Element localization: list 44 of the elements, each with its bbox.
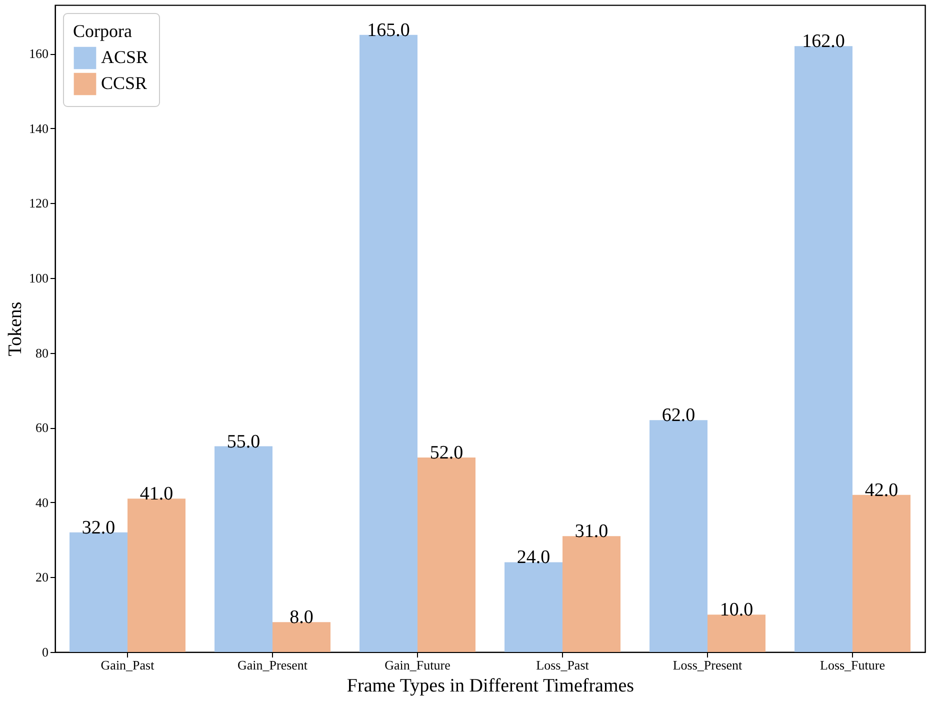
data-label: 62.0 xyxy=(662,405,696,426)
y-tick-label: 0 xyxy=(42,644,48,660)
y-tick-label: 40 xyxy=(36,494,48,510)
legend-label: ACSR xyxy=(101,47,148,67)
legend-label: CCSR xyxy=(101,73,148,93)
data-label: 55.0 xyxy=(226,431,260,452)
bar xyxy=(272,622,330,652)
bar xyxy=(708,614,766,652)
y-axis-title: Tokens xyxy=(5,302,26,356)
data-label: 8.0 xyxy=(290,607,314,628)
bar xyxy=(128,498,186,652)
bar xyxy=(794,46,852,652)
bar xyxy=(562,536,620,652)
data-label: 32.0 xyxy=(82,517,116,538)
data-label: 31.0 xyxy=(574,521,608,542)
bar xyxy=(214,446,272,652)
bar xyxy=(70,532,128,652)
data-label: 41.0 xyxy=(140,484,174,505)
data-label: 162.0 xyxy=(802,31,845,52)
data-label: 52.0 xyxy=(430,442,464,464)
x-tick-label: Gain_Past xyxy=(100,658,155,672)
y-tick-label: 160 xyxy=(29,46,48,62)
legend-title: Corpora xyxy=(73,21,132,41)
data-label: 165.0 xyxy=(367,20,410,41)
data-label: 10.0 xyxy=(720,600,754,621)
bar xyxy=(650,420,708,652)
y-tick-label: 140 xyxy=(29,120,48,136)
x-tick-label: Gain_Present xyxy=(237,658,308,672)
x-tick-label: Gain_Future xyxy=(384,658,451,672)
x-axis-title: Frame Types in Different Timeframes xyxy=(346,676,634,696)
x-tick-label: Loss_Past xyxy=(536,658,590,672)
y-tick-label: 60 xyxy=(36,420,48,436)
y-tick-label: 100 xyxy=(29,270,48,286)
bar xyxy=(360,34,418,652)
bar xyxy=(852,494,910,652)
data-label: 24.0 xyxy=(516,547,550,568)
bar xyxy=(504,562,562,652)
y-tick-label: 120 xyxy=(29,196,48,211)
x-tick-label: Loss_Future xyxy=(820,658,886,672)
y-tick-label: 20 xyxy=(36,570,48,585)
x-tick-label: Loss_Present xyxy=(672,658,743,672)
bar xyxy=(418,458,476,652)
y-tick-label: 80 xyxy=(36,345,48,360)
data-label: 42.0 xyxy=(864,480,898,501)
